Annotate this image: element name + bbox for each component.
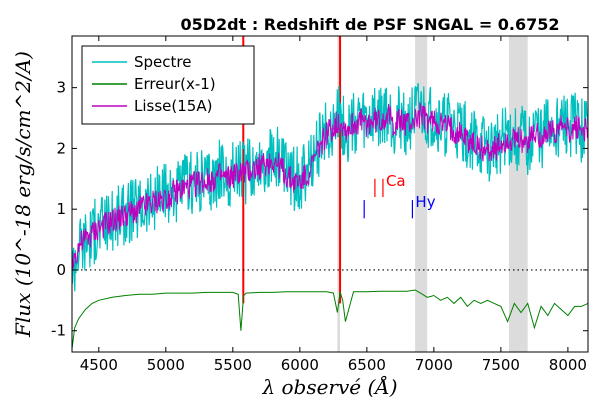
x-tick-label: 7000 bbox=[415, 356, 453, 374]
x-axis-label: λ observé (Å) bbox=[261, 374, 397, 399]
series-group bbox=[71, 82, 589, 350]
x-tick-label: 6500 bbox=[348, 356, 386, 374]
x-tick-label: 5000 bbox=[147, 356, 185, 374]
y-tick-label: 3 bbox=[56, 79, 66, 97]
series-spectre bbox=[71, 82, 589, 292]
y-axis: -1 0 1 2 3 bbox=[51, 79, 588, 340]
line-annotations: Ca Hy bbox=[363, 172, 436, 219]
x-axis: 4500 5000 5500 6000 6500 7000 7500 8000 bbox=[80, 36, 587, 374]
chart-title: 05D2dt : Redshift de PSF SNGAL = 0.6752 bbox=[180, 15, 559, 34]
legend-label: Lisse(15A) bbox=[134, 97, 212, 115]
shaded-band bbox=[508, 36, 528, 352]
shaded-band bbox=[337, 36, 341, 352]
x-tick-label: 5500 bbox=[214, 356, 252, 374]
x-tick-label: 6000 bbox=[281, 356, 319, 374]
y-axis-label: Flux (10^-18 erg/s/cm^2/A) bbox=[11, 51, 35, 338]
annotation-label: Hy bbox=[415, 193, 435, 211]
x-tick-label: 8000 bbox=[549, 356, 587, 374]
legend: Spectre Erreur(x-1) Lisse(15A) bbox=[81, 45, 255, 125]
y-tick-label: 2 bbox=[56, 139, 66, 157]
series-lisse-15a- bbox=[71, 101, 589, 269]
plot-frame bbox=[71, 35, 589, 353]
annotation-label: Ca bbox=[386, 172, 406, 190]
legend-label: Spectre bbox=[134, 53, 191, 71]
y-tick-label: -1 bbox=[51, 322, 66, 340]
legend-box bbox=[81, 45, 255, 125]
y-tick-label: 1 bbox=[56, 200, 66, 218]
x-tick-label: 7500 bbox=[482, 356, 520, 374]
legend-label: Erreur(x-1) bbox=[134, 75, 216, 93]
series-erreur-x-1- bbox=[71, 289, 589, 350]
x-tick-label: 4500 bbox=[80, 356, 118, 374]
y-tick-label: 0 bbox=[56, 261, 66, 279]
